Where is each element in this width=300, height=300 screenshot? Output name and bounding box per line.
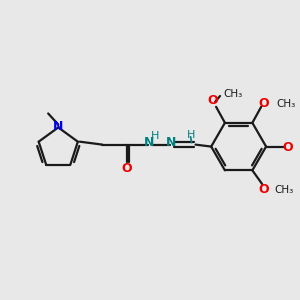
Text: N: N <box>53 120 63 133</box>
Text: N: N <box>144 136 154 149</box>
Text: O: O <box>259 98 269 110</box>
Text: O: O <box>122 162 132 175</box>
Text: H: H <box>151 131 160 141</box>
Text: CH₃: CH₃ <box>223 89 242 99</box>
Text: O: O <box>282 141 293 154</box>
Text: CH₃: CH₃ <box>274 185 293 195</box>
Text: N: N <box>166 136 176 149</box>
Text: H: H <box>186 130 195 140</box>
Text: O: O <box>259 184 269 196</box>
Text: O: O <box>208 94 218 107</box>
Text: CH₃: CH₃ <box>276 99 295 109</box>
